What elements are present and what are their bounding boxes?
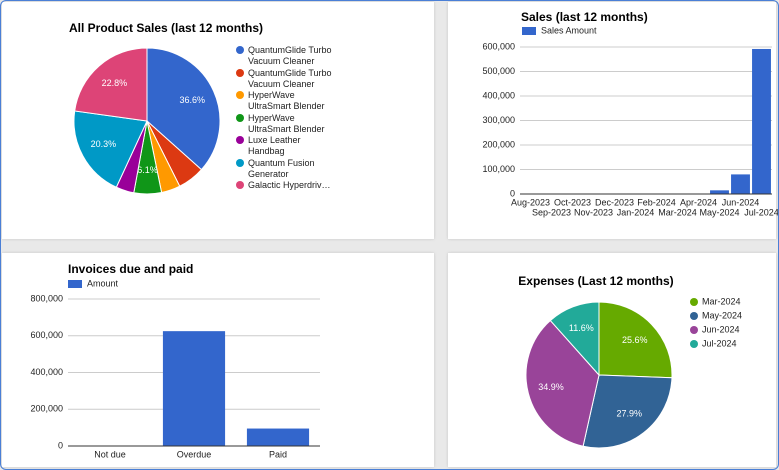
y-tick-label: 800,000 bbox=[30, 293, 63, 303]
x-tick-label: Apr-2024 bbox=[680, 197, 717, 207]
legend-swatch bbox=[68, 280, 82, 288]
y-tick-label: 200,000 bbox=[30, 404, 63, 414]
legend-swatch bbox=[236, 158, 244, 167]
legend-label: HyperWave UltraSmart Blender bbox=[248, 112, 325, 134]
legend-label: Sales Amount bbox=[541, 25, 597, 35]
x-tick-label: Aug-2023 bbox=[511, 197, 550, 207]
legend-swatch bbox=[690, 312, 698, 320]
legend-swatch bbox=[690, 340, 698, 348]
pie-slice bbox=[146, 47, 221, 171]
legend-label: Mar-2024 bbox=[702, 296, 741, 306]
legend-swatch bbox=[236, 181, 244, 189]
y-tick-label: 300,000 bbox=[482, 115, 515, 125]
legend-label: Galactic Hyperdriv… bbox=[248, 180, 331, 190]
legend-swatch bbox=[236, 113, 244, 122]
legend-label: Luxe Leather Handbag bbox=[248, 135, 301, 156]
legend-item: HyperWave UltraSmart Blender bbox=[236, 113, 332, 135]
x-tick-label: Sep-2023 bbox=[532, 207, 571, 217]
y-tick-label: 0 bbox=[58, 440, 63, 450]
x-tick-label: May-2024 bbox=[699, 207, 739, 217]
bar bbox=[731, 174, 750, 194]
slice-label: 36.6% bbox=[180, 95, 206, 105]
y-tick-label: 200,000 bbox=[482, 139, 515, 149]
chart-title: Invoices due and paid bbox=[68, 262, 193, 276]
y-tick-label: 400,000 bbox=[30, 367, 63, 377]
bar bbox=[752, 48, 771, 195]
pie-slice bbox=[549, 301, 600, 377]
x-tick-label: Jul-2024 bbox=[744, 207, 779, 217]
y-tick-label: 100,000 bbox=[482, 164, 515, 174]
x-tick-label: Dec-2023 bbox=[595, 197, 634, 207]
legend-item: QuantumGlide Turbo Vacuum Cleaner bbox=[236, 68, 332, 90]
x-tick-label: Feb-2024 bbox=[637, 197, 676, 207]
y-tick-label: 500,000 bbox=[482, 66, 515, 76]
legend-label: Jun-2024 bbox=[702, 324, 740, 334]
y-tick-label: 400,000 bbox=[482, 90, 515, 100]
pie-slice bbox=[582, 374, 673, 449]
legend-item: Luxe Leather Handbag bbox=[236, 135, 332, 157]
x-tick-label: Not due bbox=[94, 449, 126, 459]
slice-label: 22.8% bbox=[102, 78, 128, 88]
x-tick-label: Paid bbox=[269, 449, 287, 459]
legend-item: Galactic Hyperdriv… bbox=[236, 180, 332, 191]
legend-item: Quantum Fusion Generator bbox=[236, 158, 332, 180]
bar bbox=[162, 331, 226, 446]
legend-swatch bbox=[690, 326, 698, 334]
legend-label: May-2024 bbox=[702, 310, 742, 320]
chart-title: Expenses (Last 12 months) bbox=[518, 274, 673, 288]
x-tick-label: Overdue bbox=[177, 449, 212, 459]
chart-title: Sales (last 12 months) bbox=[521, 10, 648, 24]
legend-label: QuantumGlide Turbo Vacuum Cleaner bbox=[248, 67, 332, 89]
legend-item: QuantumGlide Turbo Vacuum Cleaner bbox=[236, 45, 332, 67]
bar bbox=[710, 190, 729, 194]
legend-label: Jul-2024 bbox=[702, 338, 737, 348]
pie-slice bbox=[74, 47, 148, 122]
legend-label: Amount bbox=[87, 278, 119, 288]
y-tick-label: 0 bbox=[510, 188, 515, 198]
bar bbox=[246, 428, 310, 446]
pie-slice bbox=[525, 319, 600, 447]
legend-item: HyperWave UltraSmart Blender bbox=[236, 90, 332, 112]
pie-slice bbox=[73, 110, 148, 188]
legend-swatch bbox=[690, 298, 698, 306]
legend-label: Quantum Fusion Generator bbox=[248, 157, 315, 179]
slice-label: 20.3% bbox=[91, 139, 117, 149]
pie-slice bbox=[598, 301, 673, 379]
slice-label: 25.6% bbox=[622, 335, 648, 345]
x-tick-label: Nov-2023 bbox=[574, 207, 613, 217]
x-tick-label: Jun-2024 bbox=[722, 197, 760, 207]
x-tick-label: Oct-2023 bbox=[554, 197, 591, 207]
y-tick-label: 600,000 bbox=[30, 330, 63, 340]
x-tick-label: Mar-2024 bbox=[658, 207, 697, 217]
legend-swatch bbox=[236, 136, 244, 144]
chart-title: All Product Sales (last 12 months) bbox=[69, 21, 263, 35]
slice-label: 34.9% bbox=[538, 382, 564, 392]
legend-swatch bbox=[236, 68, 244, 77]
y-tick-label: 600,000 bbox=[482, 41, 515, 51]
slice-label: 6.1% bbox=[137, 165, 158, 175]
legend-swatch bbox=[522, 27, 536, 35]
x-tick-label: Jan-2024 bbox=[617, 207, 655, 217]
legend-swatch bbox=[236, 91, 244, 99]
legend-label: QuantumGlide Turbo Vacuum Cleaner bbox=[248, 45, 332, 66]
legend-label: HyperWave UltraSmart Blender bbox=[248, 90, 325, 111]
slice-label: 27.9% bbox=[617, 409, 643, 419]
legend-swatch bbox=[236, 46, 244, 54]
slice-label: 11.6% bbox=[569, 323, 594, 333]
